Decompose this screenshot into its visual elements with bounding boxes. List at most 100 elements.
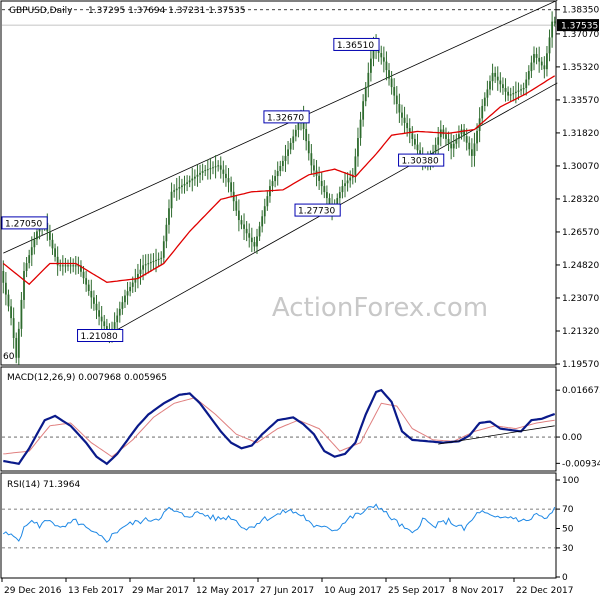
candle xyxy=(170,182,173,218)
annotation-label: 1.36510 xyxy=(337,41,374,51)
candle xyxy=(509,87,512,103)
candle xyxy=(256,228,258,255)
candle-body xyxy=(401,112,403,118)
candle-body xyxy=(476,130,478,144)
candle-body xyxy=(139,269,142,274)
candle-body xyxy=(507,91,510,96)
candle-body xyxy=(419,150,421,156)
candle xyxy=(67,259,69,272)
candle xyxy=(212,161,214,175)
candle xyxy=(183,175,186,194)
candle-body xyxy=(93,297,95,304)
candle xyxy=(452,135,455,158)
candle-body xyxy=(385,61,388,71)
macd-trendline xyxy=(438,425,555,445)
channel-upper-line xyxy=(3,0,558,254)
candle xyxy=(271,175,274,192)
candle xyxy=(307,133,310,161)
candle-body xyxy=(367,72,370,88)
candle-body xyxy=(364,87,367,102)
price-panel-frame xyxy=(0,0,557,366)
candle xyxy=(51,233,54,255)
candle xyxy=(193,169,196,186)
candle xyxy=(320,172,323,195)
candle xyxy=(533,46,535,71)
candle-body xyxy=(408,128,411,134)
candle-body xyxy=(486,89,489,98)
candle-body xyxy=(406,122,409,129)
candle-body xyxy=(372,44,375,59)
candle xyxy=(253,236,256,252)
candle-body xyxy=(496,76,499,81)
candle-body xyxy=(546,53,548,70)
candle-body xyxy=(168,208,170,225)
candle-body xyxy=(522,88,525,90)
candle-body xyxy=(447,138,450,144)
candle-body xyxy=(437,137,440,145)
candle-body xyxy=(398,104,401,113)
annotation-label: 1.21080 xyxy=(81,332,118,342)
candle xyxy=(85,270,88,292)
candle-body xyxy=(380,53,383,58)
candle xyxy=(447,131,450,152)
candle xyxy=(28,249,31,269)
candle xyxy=(100,305,103,333)
candle-body xyxy=(10,306,12,319)
candle xyxy=(4,272,7,306)
rsi-tick-label: 30 xyxy=(562,544,574,554)
moving-average xyxy=(2,75,556,286)
macd-plot xyxy=(2,388,556,466)
candle xyxy=(535,47,538,65)
candle xyxy=(54,243,56,262)
candle xyxy=(61,255,64,276)
candle xyxy=(281,155,284,172)
candle xyxy=(496,66,499,91)
candle-body xyxy=(243,224,245,229)
candle-body xyxy=(294,129,297,137)
candle xyxy=(230,176,233,198)
candle-body xyxy=(323,186,326,193)
candle xyxy=(491,63,494,91)
candle xyxy=(248,223,251,248)
candle xyxy=(346,172,349,192)
price-tick-label: 1.26570 xyxy=(562,228,599,238)
candle xyxy=(279,160,282,177)
candle-body xyxy=(483,97,486,106)
annotation-label: 1.27050 xyxy=(5,219,42,229)
candle-body xyxy=(72,265,75,267)
candle-body xyxy=(113,322,116,329)
candle xyxy=(243,213,245,240)
date-tick-label: 25 Sep 2017 xyxy=(388,586,445,596)
candle xyxy=(48,224,51,247)
candle xyxy=(15,332,18,364)
candle xyxy=(483,92,486,112)
date-tick-label: 27 Jun 2017 xyxy=(260,586,314,596)
candle-body xyxy=(144,264,147,266)
candle xyxy=(214,155,217,179)
candle-body xyxy=(235,201,238,211)
candle xyxy=(80,260,82,277)
candle xyxy=(401,104,403,126)
macd-tick-label: -0.009345 xyxy=(562,459,600,469)
price-tick-label: 1.28320 xyxy=(562,195,599,205)
annotation: 1.21080 xyxy=(77,329,124,343)
symbol-title: GBPUSD,Daily xyxy=(9,6,73,16)
candle xyxy=(126,281,129,305)
candle xyxy=(522,82,525,95)
annotation-label: 1.27730 xyxy=(298,207,335,217)
candle-body xyxy=(328,198,331,205)
candle-body xyxy=(540,61,543,66)
candle-body xyxy=(287,149,289,156)
candle-body xyxy=(310,153,313,166)
candle xyxy=(33,232,36,255)
candle-body xyxy=(481,105,484,119)
candle xyxy=(442,124,445,139)
candle-body xyxy=(162,241,165,258)
candle xyxy=(173,184,176,198)
candle xyxy=(2,260,5,294)
candle xyxy=(196,164,199,187)
partial-left-label: 60 xyxy=(3,352,15,362)
annotation-box xyxy=(263,110,310,124)
candle xyxy=(398,93,401,123)
candle-body xyxy=(548,37,551,54)
